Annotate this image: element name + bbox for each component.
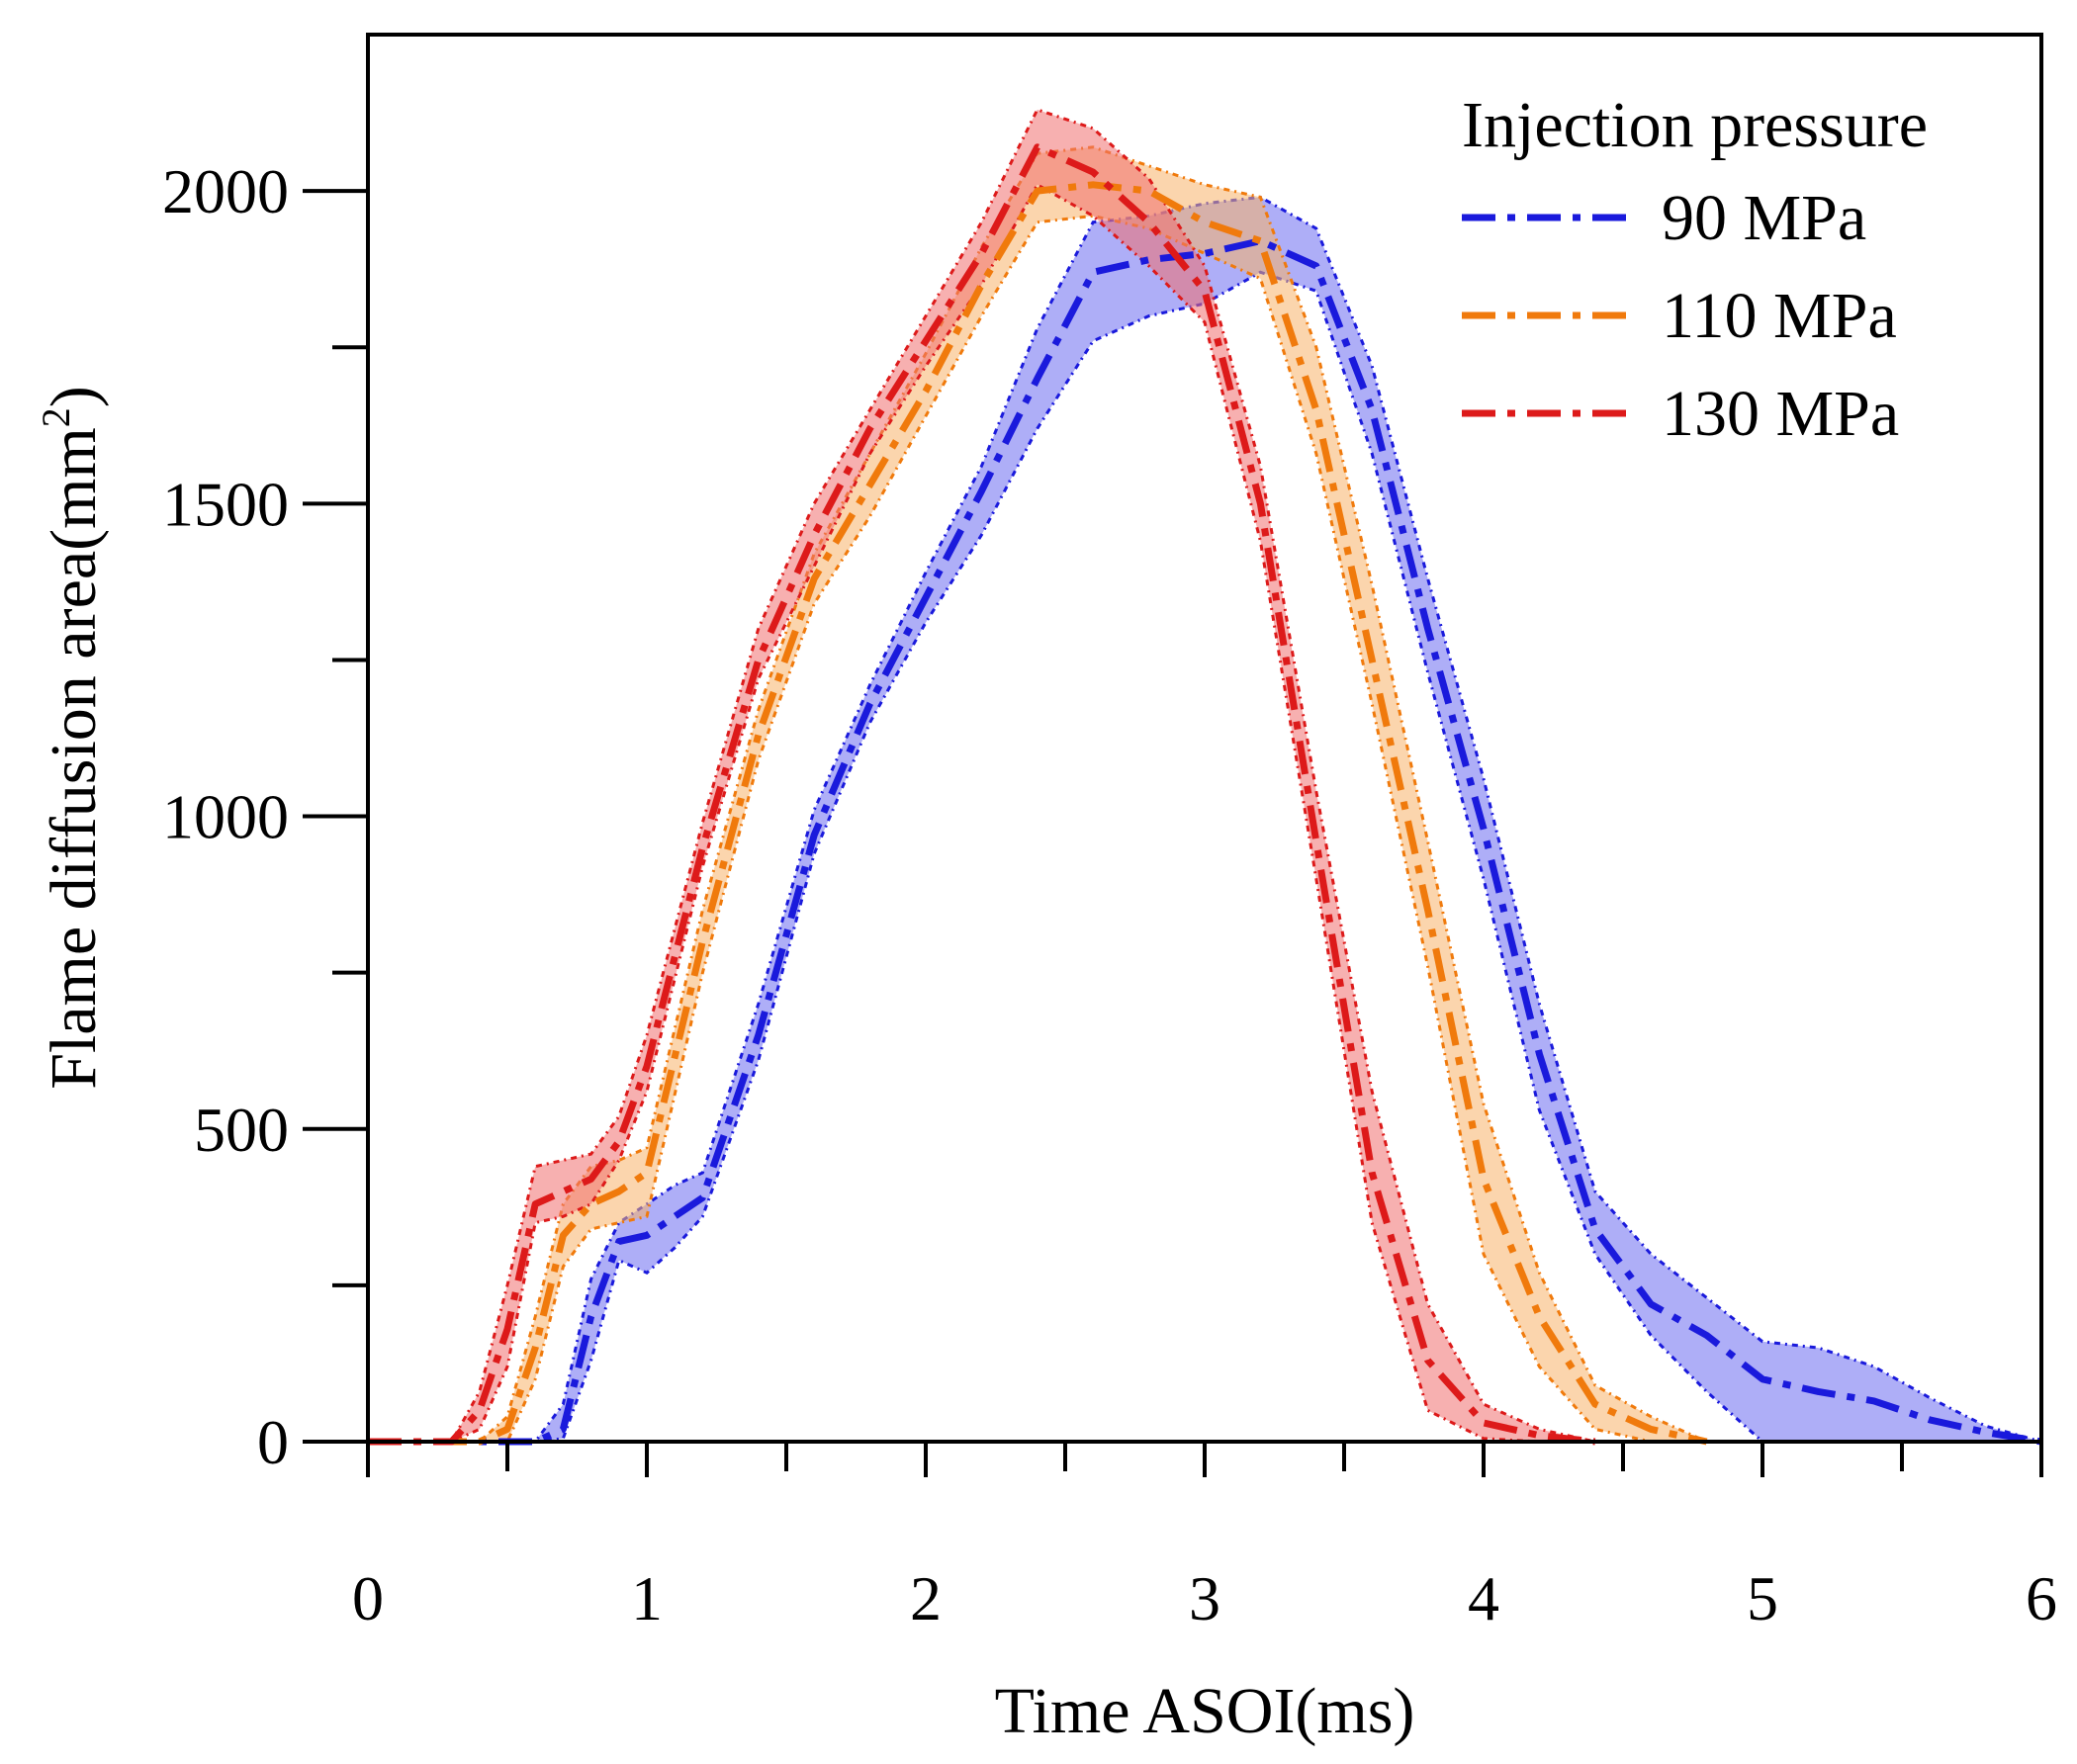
y-axis-title-superscript: 2 <box>34 407 78 427</box>
legend-label-110-mpa: 110 MPa <box>1662 280 1897 352</box>
legend-items: 90 MPa 110 MPa 130 MPa <box>1462 182 1899 450</box>
x-tick-label: 1 <box>631 1563 663 1633</box>
legend-label-130-mpa: 130 MPa <box>1662 378 1899 450</box>
legend-title: Injection pressure <box>1462 89 1928 161</box>
y-tick-label: 1500 <box>162 469 289 539</box>
band-upper-edge-130-mpa <box>368 108 1596 1444</box>
ticks: 0 1 2 3 4 5 6 0 500 1000 1500 2000 <box>162 156 2057 1633</box>
band-lower-edge-110-mpa <box>368 214 1707 1444</box>
x-tick-label: 5 <box>1747 1563 1778 1633</box>
y-axis-title-end: ) <box>38 386 110 407</box>
x-tick-label: 3 <box>1189 1563 1220 1633</box>
series-lines <box>368 143 2042 1446</box>
y-tick-label: 500 <box>194 1095 289 1165</box>
y-tick-label: 1000 <box>162 782 289 852</box>
series-line-110-mpa <box>368 181 1708 1446</box>
series-line-130-mpa <box>368 143 1596 1446</box>
x-axis-title: Time ASOI(ms) <box>995 1675 1415 1747</box>
x-tick-label: 2 <box>910 1563 942 1633</box>
x-tick-label: 6 <box>2026 1563 2057 1633</box>
y-axis-title: Flame diffusion area(mm2) <box>34 386 110 1090</box>
legend-label-90-mpa: 90 MPa <box>1662 182 1866 254</box>
y-tick-label: 0 <box>257 1407 289 1477</box>
x-tick-label: 0 <box>352 1563 384 1633</box>
y-axis-title-main: Flame diffusion area(mm <box>38 427 110 1090</box>
x-tick-label: 4 <box>1468 1563 1499 1633</box>
band-upper-edge-90-mpa <box>368 195 2042 1444</box>
y-tick-label: 2000 <box>162 156 289 226</box>
band-lower-edge-90-mpa <box>368 270 2041 1444</box>
legend: Injection pressure 90 MPa 110 MPa 130 MPa <box>1462 89 1928 450</box>
